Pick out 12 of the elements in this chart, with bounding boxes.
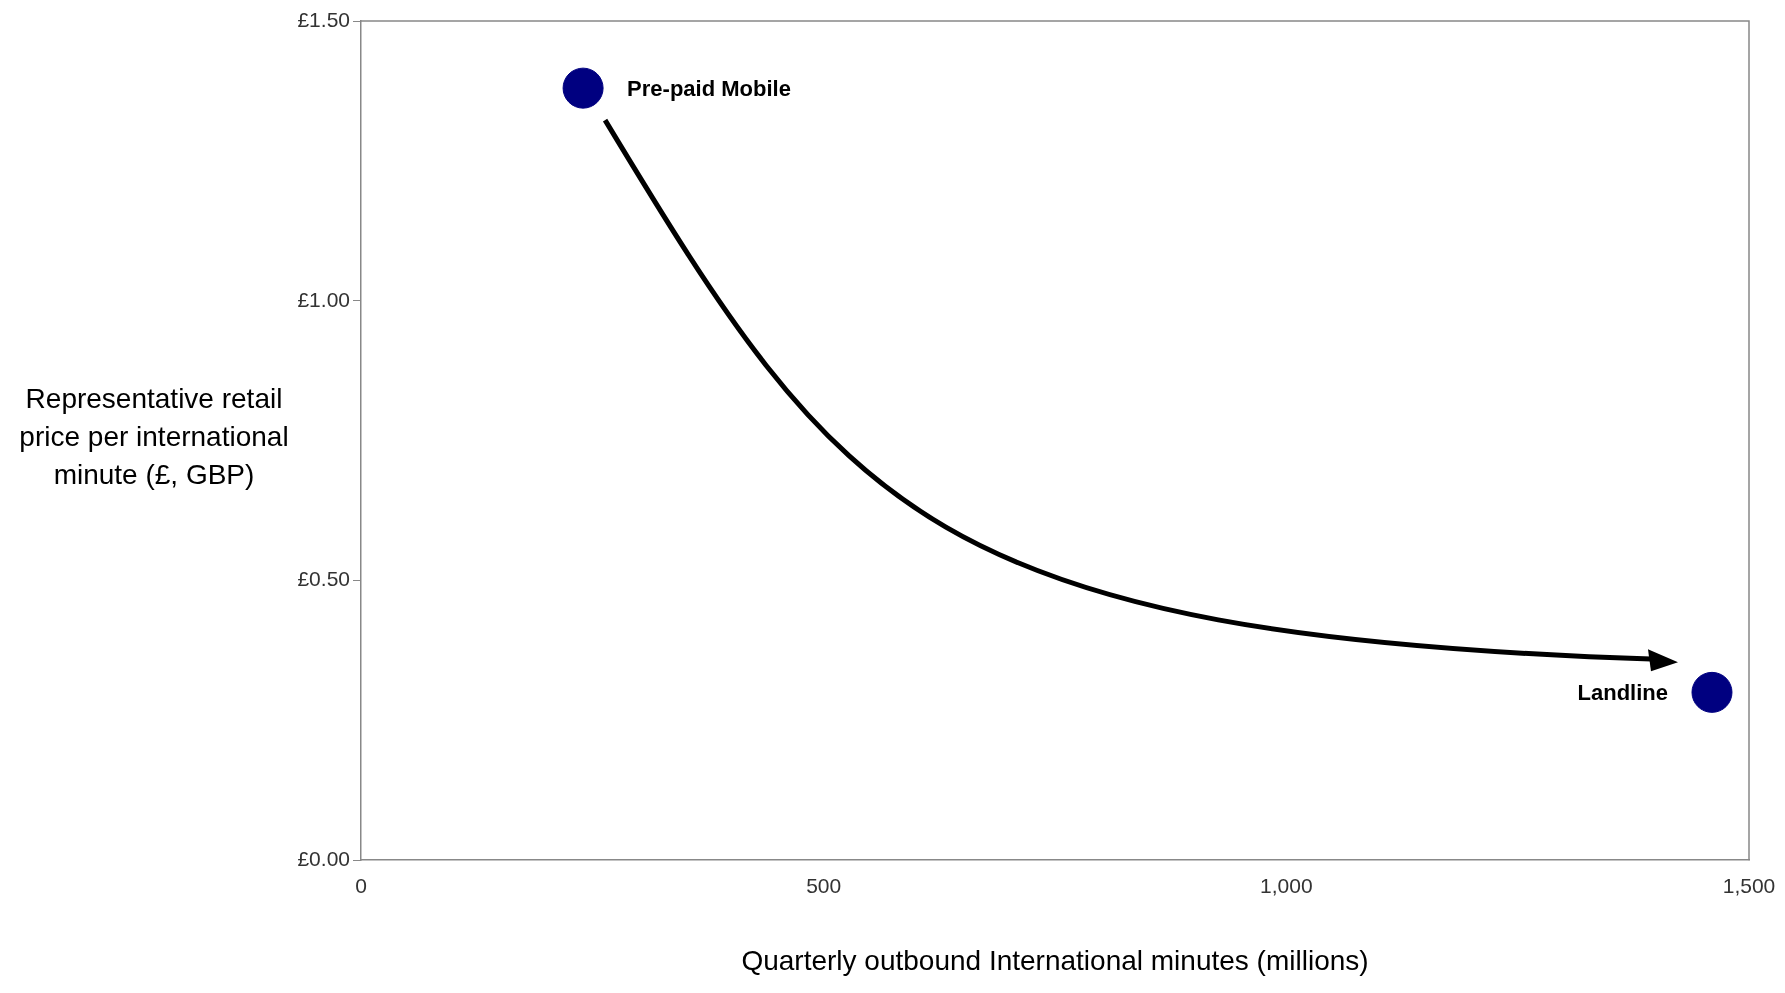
x-axis-title: Quarterly outbound International minutes (millions) bbox=[741, 944, 1369, 976]
y-tick-label: £0.00 bbox=[297, 847, 350, 870]
x-tick-label: 0 bbox=[355, 873, 367, 897]
y-tick-label: £0.50 bbox=[297, 567, 350, 591]
y-tick-label: £1.50 bbox=[297, 7, 350, 31]
x-tick-label: 500 bbox=[806, 873, 842, 897]
x-tick-label: 1,000 bbox=[1260, 873, 1313, 897]
series-label: Landline bbox=[1577, 680, 1668, 706]
x-tick-label: 1,500 bbox=[1722, 873, 1776, 897]
series-label: Pre-paid Mobile bbox=[627, 76, 791, 102]
y-axis-title: Representative retail price per international minute (£, GBP) bbox=[18, 382, 290, 492]
y-tick-label: £1.00 bbox=[297, 287, 350, 311]
